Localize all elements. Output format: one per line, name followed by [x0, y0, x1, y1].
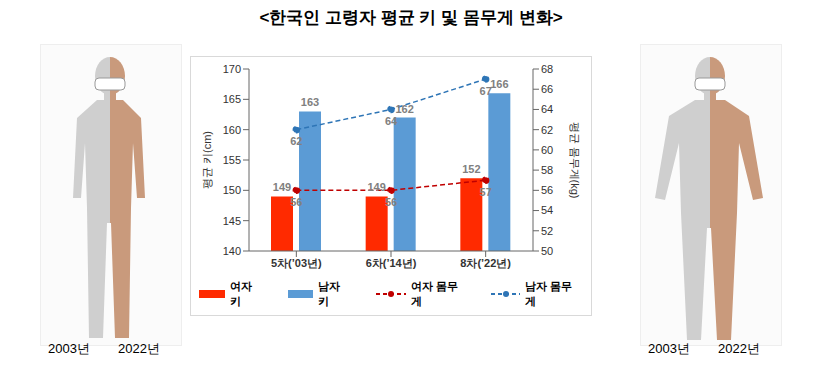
- html-text:2003년: 2003년: [48, 341, 90, 356]
- svg-text:162: 162: [395, 103, 413, 115]
- html-text:2022년: 2022년: [118, 341, 160, 356]
- svg-text:64: 64: [541, 103, 553, 115]
- svg-text:54: 54: [541, 204, 553, 216]
- svg-text:6차(’14년): 6차(’14년): [366, 257, 417, 269]
- html-text:<한국인 고령자 평균 키 및 몸무게 변화>: <한국인 고령자 평균 키 및 몸무게 변화>: [259, 8, 563, 27]
- svg-text:평균 키(cm): 평균 키(cm): [201, 131, 213, 189]
- svg-text:166: 166: [490, 78, 508, 90]
- svg-text:57: 57: [480, 186, 492, 198]
- svg-text:68: 68: [541, 63, 553, 75]
- svg-text:56: 56: [541, 184, 553, 196]
- svg-text:149: 149: [273, 181, 291, 193]
- svg-text:62: 62: [290, 135, 302, 147]
- svg-text:152: 152: [462, 163, 480, 175]
- svg-text:평균 몸무게(kg): 평균 몸무게(kg): [569, 122, 581, 199]
- svg-text:62: 62: [541, 124, 553, 136]
- svg-text:5차(’03년): 5차(’03년): [271, 257, 322, 269]
- svg-text:58: 58: [541, 164, 553, 176]
- svg-text:50: 50: [541, 245, 553, 257]
- svg-text:150: 150: [223, 184, 241, 196]
- html-text:여자 키: 여자 키: [229, 280, 252, 307]
- svg-text:56: 56: [290, 196, 302, 208]
- svg-text:52: 52: [541, 225, 553, 237]
- svg-text:8차(’22년): 8차(’22년): [460, 257, 511, 269]
- svg-text:170: 170: [223, 63, 241, 75]
- html-text:2003년: 2003년: [648, 341, 690, 356]
- html-text:남자 몸무게: 남자 몸무게: [525, 280, 573, 307]
- svg-text:145: 145: [223, 215, 241, 227]
- svg-text:64: 64: [385, 115, 398, 127]
- svg-text:160: 160: [223, 124, 241, 136]
- svg-text:149: 149: [367, 181, 385, 193]
- html-text:남자 키: 남자 키: [318, 280, 341, 307]
- svg-text:56: 56: [385, 196, 397, 208]
- svg-text:163: 163: [301, 96, 319, 108]
- svg-text:155: 155: [223, 154, 241, 166]
- svg-text:67: 67: [480, 85, 492, 97]
- svg-text:60: 60: [541, 144, 553, 156]
- html-text:2022년: 2022년: [718, 341, 760, 356]
- svg-text:165: 165: [223, 93, 241, 105]
- svg-text:66: 66: [541, 83, 553, 95]
- svg-text:140: 140: [223, 245, 241, 257]
- html-text:여자 몸무게: 여자 몸무게: [411, 280, 458, 307]
